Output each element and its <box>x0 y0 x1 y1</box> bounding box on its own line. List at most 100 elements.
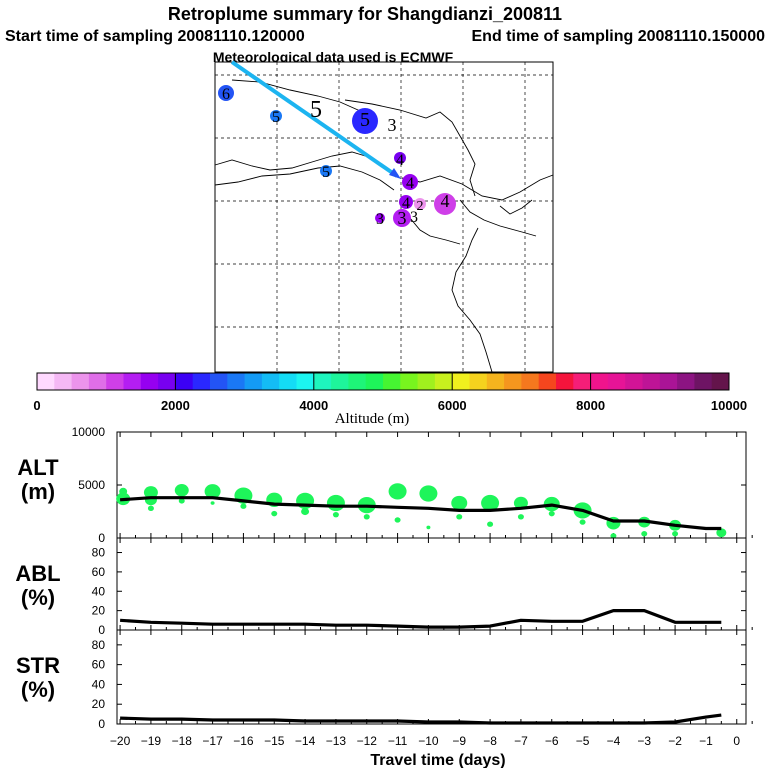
x-tick-label: −14 <box>295 734 316 748</box>
cluster-label: 5 <box>360 109 370 131</box>
altitude-marker <box>426 525 431 530</box>
y-axis-label: ALT (m) <box>17 455 59 504</box>
series-line <box>119 609 722 629</box>
x-tick-label: −17 <box>202 734 223 748</box>
trajectory-path <box>230 60 399 178</box>
colorbar-tick-label: 10000 <box>711 398 747 413</box>
x-tick-label: −11 <box>388 734 408 748</box>
y-tick-label: 5000 <box>78 478 105 492</box>
colorbar-cell <box>296 373 315 390</box>
colorbar-cell <box>331 373 349 390</box>
colorbar-cell <box>383 373 401 390</box>
cluster-label: 3 <box>376 211 384 228</box>
altitude-marker <box>210 501 215 505</box>
colorbar-cell <box>71 373 90 390</box>
colorbar-cell <box>711 373 730 390</box>
y-tick-label: 80 <box>92 546 106 560</box>
altitude-marker <box>419 485 438 502</box>
colorbar-cell <box>573 373 591 390</box>
cluster-label: 4 <box>441 191 450 211</box>
y-tick-label: 20 <box>92 604 106 618</box>
y-axis-label-line: (m) <box>21 479 55 504</box>
x-tick-label: −3 <box>637 734 651 748</box>
altitude-marker <box>641 531 648 537</box>
colorbar-cell <box>469 373 488 390</box>
colorbar-cell <box>175 373 194 390</box>
colorbar-cell <box>434 373 453 390</box>
colorbar-cell <box>37 373 55 390</box>
altitude-marker <box>363 514 370 520</box>
colorbar-cell <box>417 373 436 390</box>
panel-abl: ABL (%) 80 60 40 20 0 <box>15 537 753 637</box>
x-tick-label: −12 <box>357 734 378 748</box>
y-axis-label-line: ALT <box>17 455 59 480</box>
x-tick-label: −13 <box>326 734 347 748</box>
x-tick-label: −18 <box>172 734 193 748</box>
met-data-label: Meteorological data used is ECMWF <box>213 49 454 65</box>
colorbar-cell <box>521 373 540 390</box>
panel-frame <box>116 629 747 725</box>
colorbar-tick-label: 2000 <box>161 398 190 413</box>
colorbar-cell <box>400 373 418 390</box>
altitude-marker <box>204 484 221 499</box>
y-axis-label: STR (%) <box>16 653 60 702</box>
colorbar-cell <box>677 373 695 390</box>
x-tick-label: −1 <box>699 734 713 748</box>
cluster-circle <box>414 198 426 210</box>
cluster-circle <box>320 165 332 177</box>
altitude-marker <box>548 510 555 517</box>
altitude-marker <box>388 483 407 500</box>
altitude-marker <box>481 494 500 512</box>
colorbar-cell <box>123 373 142 390</box>
altitude-marker <box>174 484 189 497</box>
colorbar-cell <box>279 373 297 390</box>
y-tick-label: 80 <box>92 638 106 652</box>
colorbar-cell <box>192 373 211 390</box>
colorbar-cell <box>556 373 574 390</box>
x-tick-label: 0 <box>733 734 740 748</box>
colorbar-cell <box>365 373 384 390</box>
map-gridlines <box>215 62 553 372</box>
series-line <box>120 713 722 725</box>
y-axis-label-line: STR <box>16 653 60 678</box>
cluster-label: 4 <box>396 152 404 169</box>
colorbar-cell <box>210 373 228 390</box>
x-tick-label: −4 <box>607 734 621 748</box>
cluster-label: 4 <box>402 195 410 212</box>
altitude-marker <box>716 528 727 538</box>
cluster-circle <box>352 108 378 134</box>
colorbar-cell <box>590 373 609 390</box>
cluster-circle <box>393 209 411 227</box>
altitude-marker <box>517 514 524 520</box>
y-tick-label: 0 <box>98 531 105 545</box>
y-axis-label-line: (%) <box>21 585 55 610</box>
altitude-marker <box>451 495 468 511</box>
panel-str: STR (%) 80 60 40 20 0 <box>16 629 753 731</box>
colorbar-cell <box>106 373 124 390</box>
altitude-marker <box>332 511 339 518</box>
x-tick-label: −2 <box>668 734 682 748</box>
x-tick-label: −19 <box>141 734 162 748</box>
altitude-marker <box>119 487 128 495</box>
colorbar-cell <box>158 373 176 390</box>
altitude-marker <box>456 514 463 520</box>
y-axis-label-line: ABL <box>15 561 60 586</box>
colorbar-major-ticks <box>174 373 592 390</box>
x-tick-label: −7 <box>514 734 528 748</box>
colorbar-frame <box>36 372 730 391</box>
altitude-marker <box>513 496 528 510</box>
x-axis-title: Travel time (days) <box>370 752 505 768</box>
y-tick-label: 20 <box>92 697 106 711</box>
cluster-label: 3 <box>398 208 407 228</box>
cluster-circle <box>218 85 234 101</box>
altitude-marker <box>487 521 494 527</box>
y-tick-label: 60 <box>92 658 106 672</box>
cluster-label: 4 <box>406 175 414 192</box>
panel-alt: ALT (m) 10000 5000 0 <box>17 425 753 545</box>
colorbar-cell <box>227 373 245 390</box>
colorbar-tick-label: 0 <box>33 398 40 413</box>
cluster-circle <box>399 195 413 209</box>
colorbar-cell <box>140 373 159 390</box>
